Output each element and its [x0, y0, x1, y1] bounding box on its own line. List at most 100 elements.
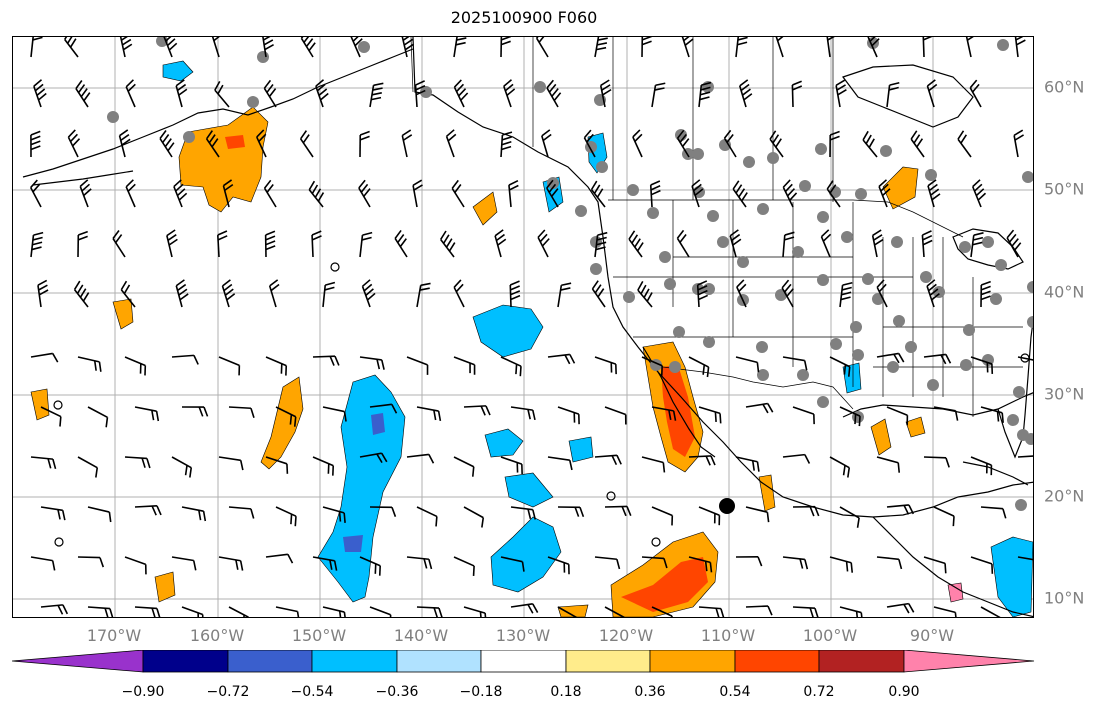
wind-barb — [406, 453, 435, 464]
wind-barb — [969, 79, 982, 108]
wind-barb — [738, 79, 753, 108]
wind-barb — [980, 606, 1001, 617]
wind-barb — [509, 280, 521, 308]
wind-barb — [641, 556, 668, 569]
wind-barb — [910, 130, 925, 158]
wind-barb — [394, 229, 408, 258]
wind-barb — [124, 556, 147, 575]
wind-barb — [698, 506, 721, 526]
wind-barb — [980, 506, 1007, 519]
wind-barb — [927, 179, 941, 208]
wind-barb — [933, 506, 955, 527]
wind-barb — [829, 130, 840, 158]
lon-label-160w: 160°W — [189, 626, 245, 645]
wind-barb — [791, 80, 803, 108]
aleutians — [32, 170, 134, 186]
wind-barb — [980, 406, 1004, 423]
wind-barb — [264, 230, 276, 258]
wind-barb — [923, 456, 950, 468]
wind-barb — [77, 230, 88, 258]
wind-barb — [265, 456, 289, 474]
eastern-pacific-blue-5 — [504, 472, 554, 508]
wind-barb — [604, 406, 627, 425]
wind-barb — [933, 606, 957, 617]
wind-barb — [416, 406, 442, 422]
wind-barb — [1017, 455, 1033, 458]
wind-barb — [583, 129, 596, 158]
wind-barb — [166, 229, 178, 258]
us-canada-border — [608, 199, 964, 238]
wind-barb — [118, 129, 131, 158]
wind-barb — [463, 405, 491, 416]
lon-label-140w: 140°W — [393, 626, 449, 645]
pacific-orange-small-5 — [557, 604, 589, 617]
wind-barb — [416, 506, 438, 527]
lat-label-10n: 10°N — [1044, 588, 1085, 608]
wind-barb — [322, 406, 347, 422]
wind-barb — [218, 356, 241, 376]
wind-barb — [965, 37, 974, 58]
cuba — [962, 461, 1029, 486]
wind-barb — [222, 179, 234, 208]
wind-barb — [688, 455, 716, 466]
wind-barb — [77, 556, 105, 568]
wind-barb — [412, 179, 423, 208]
wind-barb — [594, 556, 621, 570]
wind-barb — [782, 356, 808, 371]
wind-barb — [401, 129, 413, 158]
map-panel[interactable] — [12, 36, 1034, 618]
wind-barb — [120, 280, 136, 308]
wind-barb — [547, 353, 576, 365]
wind-barb — [590, 180, 606, 208]
wind-barb — [676, 229, 690, 258]
wind-barb — [171, 556, 197, 571]
wind-barb — [124, 456, 151, 469]
wind-barb — [681, 37, 694, 58]
wind-barb — [1014, 37, 1026, 58]
wind-barb — [829, 556, 854, 573]
wind-barb — [40, 506, 66, 521]
wind-barb — [957, 130, 972, 158]
wind-barb — [265, 553, 294, 564]
state-lines — [613, 200, 1023, 417]
wind-barb — [453, 456, 475, 477]
wind-barb — [923, 556, 947, 574]
wind-barb — [546, 79, 562, 108]
wind-barb — [736, 279, 747, 308]
lat-label-50n: 50°N — [1044, 179, 1085, 199]
wind-barb — [970, 356, 994, 374]
wind-barb — [37, 279, 49, 308]
wind-barb — [315, 79, 329, 108]
canada-province-lines — [532, 37, 834, 202]
eastern-pacific-blue-2 — [490, 516, 562, 593]
wind-barb — [221, 279, 236, 308]
wind-barb — [641, 356, 663, 376]
wind-barb — [171, 354, 199, 365]
wind-barb — [769, 130, 784, 158]
wind-barb — [350, 37, 363, 58]
wind-barb — [923, 353, 952, 365]
hudson-bay — [842, 64, 974, 128]
wind-barb — [77, 456, 99, 478]
lon-label-90w: 90°W — [909, 626, 955, 645]
wind-barb — [651, 82, 666, 108]
wind-barb — [557, 606, 578, 617]
wind-barb — [867, 37, 880, 58]
wind-barb — [594, 454, 622, 466]
negative-anomaly-regions — [162, 60, 1033, 617]
wind-barb — [886, 602, 915, 614]
wind-barb — [1017, 356, 1033, 361]
wind-barb — [649, 180, 661, 208]
wind-barb — [312, 355, 340, 366]
wind-barb — [839, 406, 861, 427]
wind-barb — [829, 356, 851, 377]
colorbar-tick-label: −0.54 — [290, 684, 334, 700]
colorbar-segment — [818, 650, 905, 673]
wind-barb — [829, 456, 851, 478]
wind-barb — [40, 604, 69, 615]
coastlines — [22, 37, 1033, 617]
wind-barb — [73, 280, 90, 308]
wind-barb — [735, 37, 748, 58]
wind-barb — [159, 129, 175, 158]
eastern-pacific-blue-1 — [472, 304, 544, 358]
